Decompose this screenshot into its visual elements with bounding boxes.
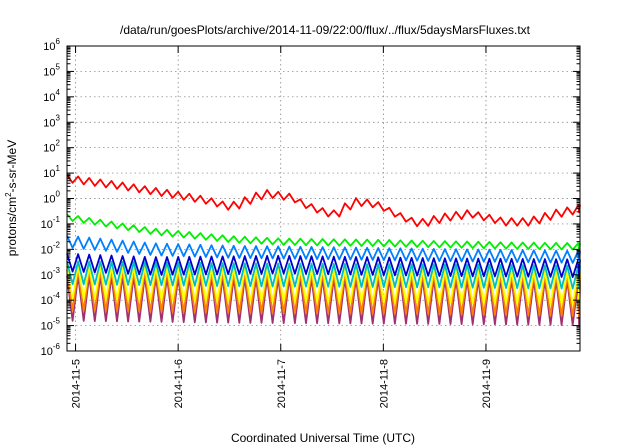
y-tick-label: 10-4 xyxy=(41,291,61,307)
x-tick-label: 2014-11-9 xyxy=(481,359,493,408)
chart-title: /data/run/goesPlots/archive/2014-11-09/2… xyxy=(120,23,531,37)
x-tick-labels: 2014-11-5 2014-11-6 2014-11-7 2014-11-8 2014… xyxy=(71,359,493,408)
y-tick-label: 10-1 xyxy=(41,215,61,231)
series-line xyxy=(66,260,581,290)
y-tick-label: 10-3 xyxy=(41,266,61,282)
x-tick-label: 2014-11-7 xyxy=(276,359,288,408)
plot-frame xyxy=(66,45,581,352)
y-tick-label: 10-5 xyxy=(41,317,61,333)
x-tick-label: 2014-11-8 xyxy=(378,359,390,408)
y-tick-label: 103 xyxy=(43,113,60,129)
y-axis-label: protons/cm2-s-sr-MeV xyxy=(4,140,19,256)
y-tick-label: 10-2 xyxy=(41,240,61,256)
series-line xyxy=(66,253,581,278)
y-tick-label: 102 xyxy=(43,139,60,155)
x-axis-label: Coordinated Universal Time (UTC) xyxy=(231,431,415,445)
y-tick-label: 101 xyxy=(43,164,60,180)
y-tick-label: 10-6 xyxy=(41,342,61,358)
x-tick-label: 2014-11-6 xyxy=(173,359,185,408)
series-line xyxy=(66,235,581,264)
y-tick-label: 105 xyxy=(43,62,60,78)
series-line xyxy=(66,269,581,317)
series-line xyxy=(66,174,581,228)
series-line xyxy=(66,213,581,251)
y-tick-label: 104 xyxy=(43,88,60,104)
y-tick-labels: 10-6 10-5 10-4 10-3 10-2 10-1 100 101 102 103 104 1… xyxy=(41,37,61,358)
series-layer xyxy=(66,174,581,327)
ticks xyxy=(67,45,580,352)
series-line xyxy=(66,265,581,306)
y-tick-label: 106 xyxy=(43,37,60,53)
x-tick-label: 2014-11-5 xyxy=(71,359,83,408)
y-tick-label: 100 xyxy=(43,190,60,206)
